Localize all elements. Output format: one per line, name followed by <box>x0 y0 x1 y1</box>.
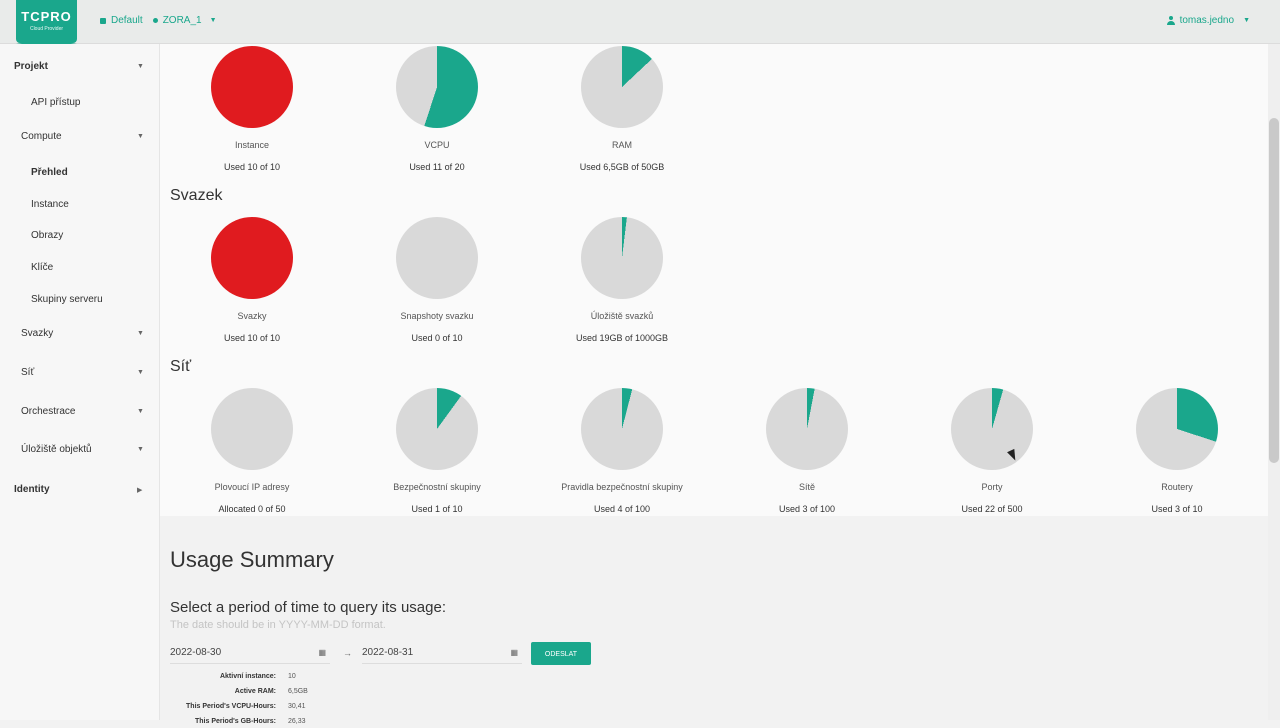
usage-stat-key: This Period's GB-Hours: <box>194 718 276 725</box>
user-name: tomas.jedno <box>1179 15 1235 26</box>
chevron-down-icon: ▼ <box>209 17 217 24</box>
quota-usage-text: Used 3 of 10 <box>1151 504 1203 514</box>
brand-logo[interactable]: TCPRO Cloud Provider <box>16 0 77 43</box>
logo-subtext: Cloud Provider <box>29 26 64 32</box>
sidebar-item[interactable]: API přístup <box>31 97 81 108</box>
sidebar-item[interactable]: Přehled <box>31 167 68 178</box>
usage-stat-key: Aktivní instance: <box>219 673 276 680</box>
submit-button[interactable]: ODESLAT <box>531 642 591 665</box>
quota-usage-text: Used 3 of 100 <box>778 504 836 514</box>
quota-pie-chart <box>1136 388 1218 470</box>
sidebar-item[interactable]: Identity <box>14 484 50 495</box>
chevron-down-icon[interactable]: ▼ <box>137 446 144 453</box>
quota-label: Snapshoty svazku <box>400 311 474 321</box>
period-title: Select a period of time to query its usa… <box>170 599 446 616</box>
quota-pie-chart <box>581 46 663 128</box>
quota-usage-text: Used 11 of 20 <box>409 162 465 172</box>
quota-usage-text: Used 22 of 500 <box>961 504 1023 514</box>
project-context-selector[interactable]: Default ZORA_1 ▼ <box>100 15 217 26</box>
sidebar-item[interactable]: Skupiny serveru <box>31 294 103 305</box>
sidebar-item[interactable]: Orchestrace <box>21 406 76 417</box>
chevron-down-icon[interactable]: ▼ <box>137 330 144 337</box>
quota-usage-text: Used 10 of 10 <box>223 162 281 172</box>
quota-label: Sítě <box>798 482 815 492</box>
quota-usage-text: Allocated 0 of 50 <box>218 504 286 514</box>
usage-stat-value: 30,41 <box>288 703 306 710</box>
end-date-input[interactable]: 2022-08-31 ▦ <box>362 644 522 664</box>
domain-icon <box>100 17 106 24</box>
usage-stat-row: This Period's VCPU-Hours: 30,41 <box>166 703 366 713</box>
usage-stat-row: Aktivní instance: 10 <box>166 673 366 683</box>
quota-pie-chart <box>581 388 663 470</box>
usage-summary-title: Usage Summary <box>170 547 334 572</box>
quota-label: VCPU <box>424 140 450 150</box>
quota-label: Plovoucí IP adresy <box>214 482 290 492</box>
chevron-down-icon[interactable]: ▼ <box>137 408 144 415</box>
quota-pie-chart <box>211 217 293 299</box>
domain-name: Default <box>111 15 143 26</box>
quota-pie-chart <box>766 388 848 470</box>
usage-stat-key: Active RAM: <box>234 688 276 695</box>
quota-label: Instance <box>234 140 270 150</box>
project-name: ZORA_1 <box>162 15 202 26</box>
main-content: Svazek Síť Instance Used 10 of 10 VCPU Used… <box>160 44 1268 725</box>
quota-pie-chart <box>211 388 293 470</box>
limits-panel: Svazek Síť Instance Used 10 of 10 VCPU Used… <box>160 44 1268 516</box>
usage-stat-row: Active RAM: 6,5GB <box>166 688 366 698</box>
chevron-down-icon[interactable]: ▼ <box>137 133 144 140</box>
section-title-network: Síť <box>170 358 192 375</box>
sidebar-item[interactable]: Úložiště objektů <box>21 444 92 455</box>
sidebar: Projekt ▼ API přístup Compute ▼ Přehled Instan… <box>0 44 160 720</box>
start-date-input[interactable]: 2022-08-30 ▦ <box>170 644 330 664</box>
quota-usage-text: Used 19GB of 1000GB <box>575 333 669 343</box>
quota-usage-text: Used 10 of 10 <box>223 333 281 343</box>
quota-pie-chart <box>951 388 1033 470</box>
start-date-value: 2022-08-30 <box>170 647 222 658</box>
scrollbar-thumb[interactable] <box>1269 118 1279 463</box>
quota-label: Pravidla bezpečnostní skupiny <box>561 482 683 492</box>
quota-pie-chart <box>581 217 663 299</box>
usage-stat-key: This Period's VCPU-Hours: <box>186 703 276 710</box>
quota-label: Svazky <box>237 311 267 321</box>
quota-label: Úložiště svazků <box>590 311 654 321</box>
quota-label: Bezpečnostní skupiny <box>393 482 481 492</box>
end-date-value: 2022-08-31 <box>362 647 414 658</box>
quota-usage-text: Used 4 of 100 <box>593 504 651 514</box>
sidebar-item[interactable]: Obrazy <box>31 230 64 241</box>
sidebar-item[interactable]: Síť <box>21 367 35 378</box>
logo-text: TCPRO <box>21 9 72 24</box>
sidebar-item[interactable]: Svazky <box>21 328 54 339</box>
section-title-volume: Svazek <box>170 187 223 204</box>
chevron-down-icon: ▼ <box>1243 17 1250 24</box>
top-bar: TCPRO Cloud Provider Default ZORA_1 ▼ to… <box>0 0 1280 44</box>
calendar-icon[interactable]: ▦ <box>318 648 326 657</box>
quota-pie-chart <box>396 217 478 299</box>
user-icon <box>1166 16 1175 25</box>
quota-label: Routery <box>1161 482 1193 492</box>
quota-pie-chart <box>211 46 293 128</box>
usage-stat-value: 6,5GB <box>288 688 308 695</box>
chevron-down-icon[interactable]: ▼ <box>137 369 144 376</box>
quota-label: RAM <box>612 140 632 150</box>
quota-label: Porty <box>981 482 1003 492</box>
sidebar-item[interactable]: Projekt <box>14 61 48 72</box>
usage-stat-value: 26,33 <box>288 718 306 725</box>
user-menu[interactable]: tomas.jedno ▼ <box>1166 15 1250 26</box>
quota-usage-text: Used 0 of 10 <box>411 333 463 343</box>
chevron-right-icon[interactable]: ▶ <box>137 487 143 494</box>
project-dot-icon <box>152 18 158 23</box>
calendar-icon[interactable]: ▦ <box>510 648 518 657</box>
date-range-separator: → <box>343 648 352 658</box>
sidebar-item[interactable]: Klíče <box>31 262 54 273</box>
date-format-hint: The date should be in YYYY-MM-DD format. <box>170 619 386 631</box>
quota-usage-text: Used 1 of 10 <box>411 504 463 514</box>
quota-usage-text: Used 6,5GB of 50GB <box>579 162 665 172</box>
sidebar-item[interactable]: Instance <box>31 199 69 210</box>
quota-pie-chart <box>396 388 478 470</box>
usage-stat-value: 10 <box>288 673 296 680</box>
sidebar-item[interactable]: Compute <box>21 131 62 142</box>
chevron-down-icon[interactable]: ▼ <box>137 63 144 70</box>
quota-pie-chart <box>396 46 478 128</box>
